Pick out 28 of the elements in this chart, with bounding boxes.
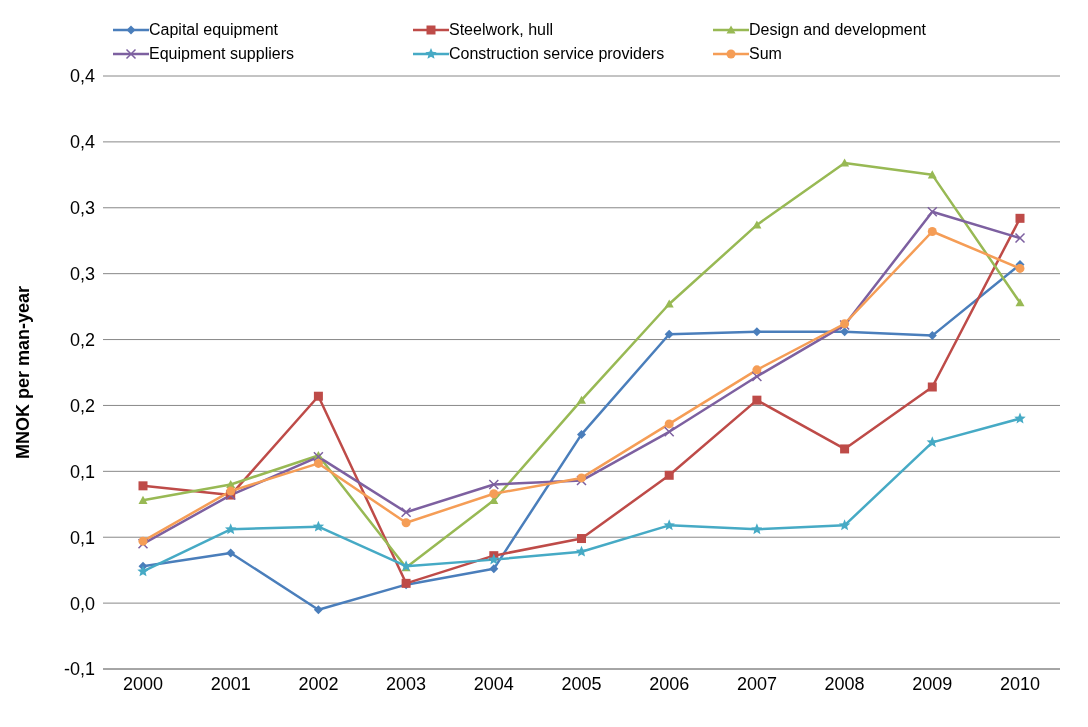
legend-label: Steelwork, hull	[449, 21, 554, 39]
x-tick-label: 2003	[386, 673, 427, 694]
y-tick-label: 0,4	[69, 66, 95, 87]
x-tick-label: 2005	[561, 673, 602, 694]
x-tick-label: 2007	[736, 673, 777, 694]
x-tick-label: 2001	[210, 673, 251, 694]
y-tick-label: 0,1	[69, 527, 95, 548]
x-tick-label: 2006	[649, 673, 690, 694]
x-tick-label: 2009	[912, 673, 953, 694]
y-tick-label: 0,3	[69, 198, 95, 219]
y-tick-label: -0,1	[63, 659, 95, 680]
legend-label: Construction service providers	[449, 45, 665, 63]
legend-label: Equipment suppliers	[149, 45, 294, 63]
x-tick-label: 2010	[999, 673, 1041, 694]
y-axis-title: MNOK per man-year	[13, 285, 34, 460]
y-tick-label: 0,0	[69, 593, 95, 614]
legend-label: Capital equipment	[149, 21, 278, 39]
y-tick-label: 0,3	[69, 264, 95, 285]
legend-label: Sum	[749, 45, 782, 63]
y-tick-label: 0,2	[69, 395, 95, 416]
x-tick-label: 2004	[473, 673, 514, 694]
x-tick-label: 2002	[298, 673, 339, 694]
legend-label: Design and development	[749, 21, 927, 39]
y-tick-label: 0,2	[69, 329, 95, 350]
y-tick-label: 0,4	[69, 132, 95, 153]
y-tick-label: 0,1	[69, 461, 95, 482]
x-tick-label: 2000	[122, 673, 164, 694]
x-tick-label: 2008	[824, 673, 865, 694]
